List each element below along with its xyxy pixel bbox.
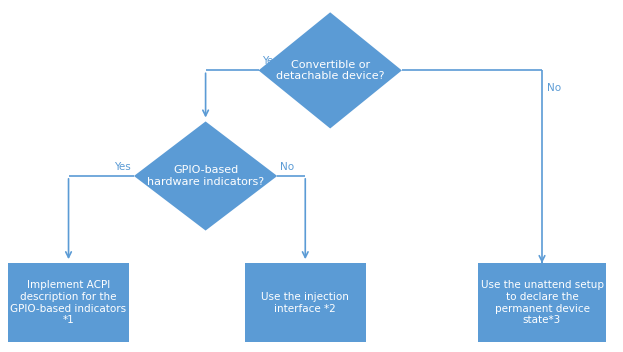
Text: Yes: Yes bbox=[262, 56, 278, 66]
Polygon shape bbox=[134, 121, 277, 231]
Text: Use the unattend setup
to declare the
permanent device
state*3: Use the unattend setup to declare the pe… bbox=[480, 280, 604, 325]
FancyBboxPatch shape bbox=[7, 263, 130, 342]
FancyBboxPatch shape bbox=[244, 263, 366, 342]
Text: GPIO-based
hardware indicators?: GPIO-based hardware indicators? bbox=[147, 165, 264, 187]
Text: Implement ACPI
description for the
GPIO-based indicators
*1: Implement ACPI description for the GPIO-… bbox=[11, 280, 126, 325]
Text: No: No bbox=[547, 83, 561, 93]
Text: No: No bbox=[280, 162, 295, 172]
Polygon shape bbox=[259, 12, 402, 128]
Text: Use the injection
interface *2: Use the injection interface *2 bbox=[261, 292, 350, 314]
Text: Yes: Yes bbox=[114, 162, 131, 172]
FancyBboxPatch shape bbox=[478, 263, 606, 342]
Text: Convertible or
detachable device?: Convertible or detachable device? bbox=[276, 59, 384, 81]
